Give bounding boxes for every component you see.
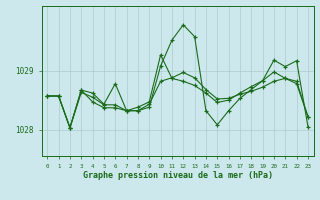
X-axis label: Graphe pression niveau de la mer (hPa): Graphe pression niveau de la mer (hPa) xyxy=(83,171,273,180)
